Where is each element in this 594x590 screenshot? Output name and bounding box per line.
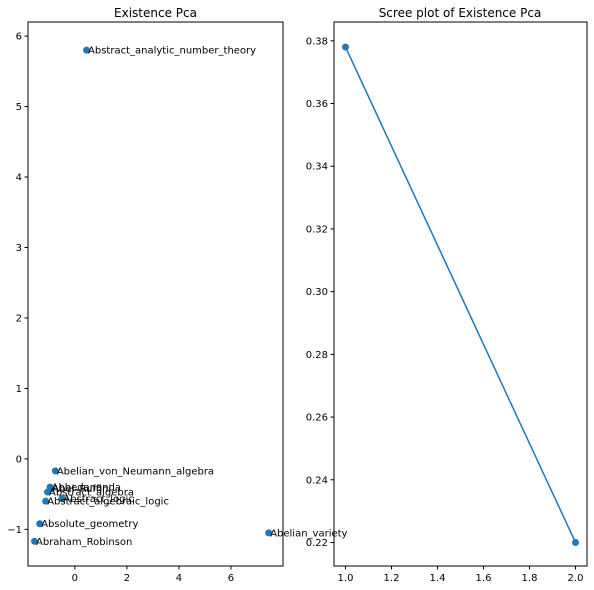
pca-scatter-title: Existence Pca (114, 6, 197, 20)
x-tick-label: 1.0 (338, 573, 354, 584)
scree-plot-title: Scree plot of Existence Pca (379, 6, 542, 20)
scree-plot-x-ticks: 1.0 1.2 1.4 1.6 1.8 2.0 (338, 566, 584, 584)
y-tick-label: 0.38 (306, 36, 328, 47)
pca-scatter-points (31, 46, 273, 545)
x-tick-label: 1.8 (522, 573, 538, 584)
scatter-point (51, 467, 59, 475)
y-tick-label: 0.22 (306, 538, 328, 549)
scatter-point-label: Abhedananda (52, 483, 121, 494)
y-tick-label: 0.30 (306, 287, 328, 298)
pca-scatter-frame (27, 21, 284, 567)
scatter-point (31, 537, 39, 545)
pca-scatter-x-ticks: 0 2 4 6 (72, 566, 234, 584)
y-tick-label: 0 (16, 454, 22, 465)
scatter-point-label: Abstract_logic (63, 494, 134, 505)
pca-scatter-y-ticks: −1 0 1 2 3 4 5 6 (7, 32, 28, 536)
y-tick-label: 0.32 (306, 224, 328, 235)
scatter-point-label: Absolute_geometry (41, 519, 138, 530)
y-tick-label: 0.36 (306, 99, 328, 110)
scatter-point (83, 46, 91, 54)
scatter-point (58, 494, 66, 502)
y-tick-label: 6 (16, 32, 22, 43)
scree-plot-series (342, 43, 579, 546)
scree-line (344, 46, 577, 543)
scree-point (342, 43, 349, 51)
scatter-point (265, 529, 273, 537)
x-tick-label: 1.6 (476, 573, 492, 584)
scatter-point (42, 497, 50, 505)
scree-plot-panel: Scree plot of Existence Pca 1.0 1.2 1.4 1.6… (306, 6, 588, 584)
scatter-point-label: Abelian_variety (270, 528, 347, 539)
y-tick-label: 5 (16, 102, 22, 113)
x-tick-label: 0 (72, 573, 78, 584)
x-tick-label: 1.2 (384, 573, 400, 584)
y-tick-label: 1 (16, 384, 22, 395)
pca-scatter-point-labels: Abstract_analytic_number_theory Abelian_v… (36, 46, 348, 548)
x-tick-label: 2.0 (568, 573, 584, 584)
scree-point (572, 538, 579, 546)
x-tick-label: 6 (228, 573, 234, 584)
y-tick-label: 0.28 (306, 350, 328, 361)
y-tick-label: 0.34 (306, 162, 328, 173)
y-tick-label: 3 (16, 243, 22, 254)
y-tick-label: 0.24 (306, 475, 328, 486)
y-tick-label: 4 (16, 173, 22, 184)
scatter-point-label: Abelian_von_Neumann_algebra (57, 466, 214, 477)
scatter-point (44, 488, 52, 496)
y-tick-label: 0.26 (306, 413, 328, 424)
scatter-point-label: Abraham_Robinson (36, 537, 132, 548)
pca-scatter-panel: Existence Pca 0 2 4 6 −1 0 1 2 3 4 5 6 Abstract_an… (7, 6, 347, 584)
y-tick-label: −1 (7, 525, 22, 536)
x-tick-label: 2 (124, 573, 130, 584)
y-tick-label: 2 (16, 313, 22, 324)
x-tick-label: 4 (176, 573, 182, 584)
scree-plot-frame (333, 21, 588, 567)
scatter-point-label: Abel–Ruffini (52, 484, 111, 495)
x-tick-label: 1.4 (430, 573, 446, 584)
scatter-point-label: Abstract_analytic_number_theory (88, 46, 256, 57)
scatter-point-label: Abstract_algebra (49, 488, 134, 499)
scree-plot-y-ticks: 0.22 0.24 0.26 0.28 0.30 0.32 0.34 0.36 0.38 (306, 36, 334, 549)
scatter-point-label: Abstract_algebraic_logic (47, 497, 169, 508)
scatter-point (36, 520, 44, 528)
